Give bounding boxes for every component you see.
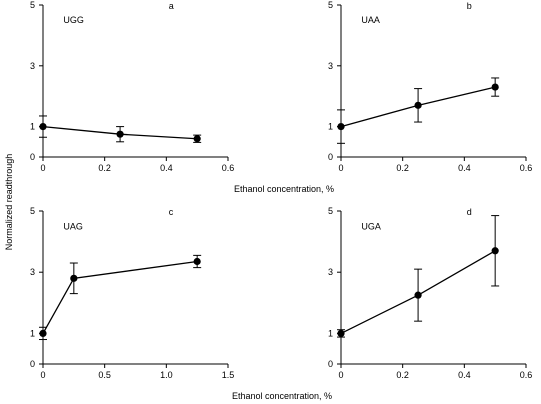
- x-tick-label: 0.6: [520, 163, 533, 173]
- x-tick-label: 0: [40, 163, 45, 173]
- data-point: [70, 274, 78, 282]
- data-point: [491, 247, 499, 255]
- data-point: [337, 329, 345, 337]
- y-tick-label: 1: [328, 122, 333, 132]
- y-tick-label: 3: [30, 267, 35, 277]
- x-axis-title-bottom: Ethanol concentration, %: [232, 391, 332, 401]
- panel-b: 0 1 3 5 0 0.2 0.4 0.6 UAA b: [328, 0, 532, 173]
- data-point: [193, 135, 201, 143]
- y-tick-label: 3: [30, 61, 35, 71]
- y-tick-label: 5: [328, 206, 333, 216]
- x-tick-label: 0: [40, 370, 45, 380]
- codon-label: UGA: [361, 221, 381, 231]
- y-tick-label: 5: [328, 0, 333, 10]
- y-tick-label: 3: [328, 61, 333, 71]
- x-tick-label: 0.2: [396, 370, 409, 380]
- x-tick-label: 0: [338, 163, 343, 173]
- series-line: [42, 260, 198, 334]
- y-tick-label: 1: [30, 328, 35, 338]
- y-tick-label: 0: [30, 359, 35, 369]
- y-tick-label: 0: [328, 152, 333, 162]
- data-point: [39, 329, 47, 337]
- x-tick-label: 1.0: [160, 370, 173, 380]
- x-tick-label: 0.4: [458, 370, 471, 380]
- panel-letter: d: [467, 207, 472, 217]
- data-point: [414, 101, 422, 109]
- panel-c: 0 1 3 5 0 0.5 1.0 1.5 UAG c: [30, 206, 234, 380]
- data-point: [193, 257, 201, 266]
- y-tick-label: 0: [328, 359, 333, 369]
- panel-letter: b: [467, 1, 472, 11]
- codon-label: UAA: [361, 15, 380, 25]
- panel-d: 0 1 3 5 0 0.2 0.4 0.6 UGA d: [328, 206, 532, 380]
- x-axis-title-top: Ethanol concentration, %: [234, 184, 334, 194]
- x-tick-label: 0.4: [160, 163, 173, 173]
- y-axis-title: Normalized readthrough: [4, 154, 14, 251]
- x-tick-label: 0: [338, 370, 343, 380]
- panel-a: 0 1 3 5 0 0.2 0.4 0.6 UGG a: [30, 0, 234, 173]
- x-tick-label: 0.5: [98, 370, 111, 380]
- y-tick-label: 5: [30, 0, 35, 10]
- x-tick-label: 1.5: [222, 370, 235, 380]
- data-point: [116, 130, 124, 138]
- y-tick-label: 0: [30, 152, 35, 162]
- y-tick-label: 3: [328, 267, 333, 277]
- y-tick-label: 1: [328, 328, 333, 338]
- y-tick-label: 5: [30, 206, 35, 216]
- codon-label: UAG: [63, 221, 83, 231]
- x-tick-label: 0.6: [520, 370, 533, 380]
- data-point: [491, 83, 499, 91]
- codon-label: UGG: [63, 15, 84, 25]
- x-tick-label: 0.2: [98, 163, 111, 173]
- x-tick-label: 0.2: [396, 163, 409, 173]
- data-point: [39, 123, 47, 131]
- data-point: [414, 291, 422, 299]
- x-tick-label: 0.6: [222, 163, 235, 173]
- x-tick-label: 0.4: [458, 163, 471, 173]
- y-tick-label: 1: [30, 122, 35, 132]
- panel-letter: a: [169, 1, 174, 11]
- panel-letter: c: [169, 207, 174, 217]
- data-point: [337, 123, 345, 131]
